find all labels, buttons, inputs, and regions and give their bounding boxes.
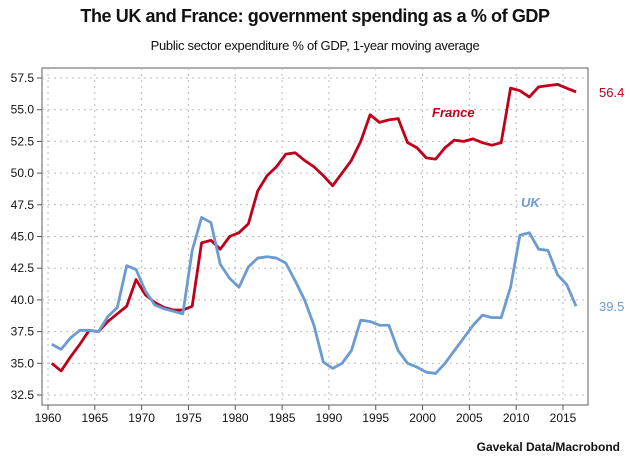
x-tick-label: 1970 xyxy=(128,411,155,425)
y-tick-label: 55.0 xyxy=(11,103,35,117)
x-tick-label: 1965 xyxy=(81,411,108,425)
y-tick-label: 40.0 xyxy=(11,293,35,307)
chart-title: The UK and France: government spending a… xyxy=(80,6,550,26)
x-tick-label: 1985 xyxy=(269,411,296,425)
x-tick-label: 2005 xyxy=(456,411,483,425)
y-tick-label: 32.5 xyxy=(11,388,35,402)
source-label: Gavekal Data/Macrobond xyxy=(476,440,620,454)
y-tick-label: 52.5 xyxy=(11,134,35,148)
y-tick-label: 47.5 xyxy=(11,198,35,212)
y-tick-label: 50.0 xyxy=(11,166,35,180)
end-value-label-france: 56.4 xyxy=(599,85,624,100)
legend-label-uk: UK xyxy=(521,195,541,210)
x-tick-label: 2000 xyxy=(409,411,436,425)
x-tick-label: 1990 xyxy=(316,411,343,425)
x-tick-label: 1980 xyxy=(222,411,249,425)
end-value-label-uk: 39.5 xyxy=(599,299,624,314)
chart-subtitle: Public sector expenditure % of GDP, 1-ye… xyxy=(150,38,480,53)
y-tick-label: 45.0 xyxy=(11,230,35,244)
y-tick-label: 35.0 xyxy=(11,356,35,370)
series-line-uk xyxy=(51,216,578,375)
x-tick-label: 1960 xyxy=(35,411,62,425)
y-tick-label: 42.5 xyxy=(11,261,35,275)
y-tick-label: 37.5 xyxy=(11,325,35,339)
x-tick-label: 2015 xyxy=(550,411,577,425)
legend-label-france: France xyxy=(432,105,475,120)
x-tick-label: 2010 xyxy=(503,411,530,425)
x-tick-label: 1975 xyxy=(175,411,202,425)
series-line-france xyxy=(50,82,577,373)
x-tick-label: 1995 xyxy=(362,411,389,425)
y-tick-label: 57.5 xyxy=(11,71,35,85)
